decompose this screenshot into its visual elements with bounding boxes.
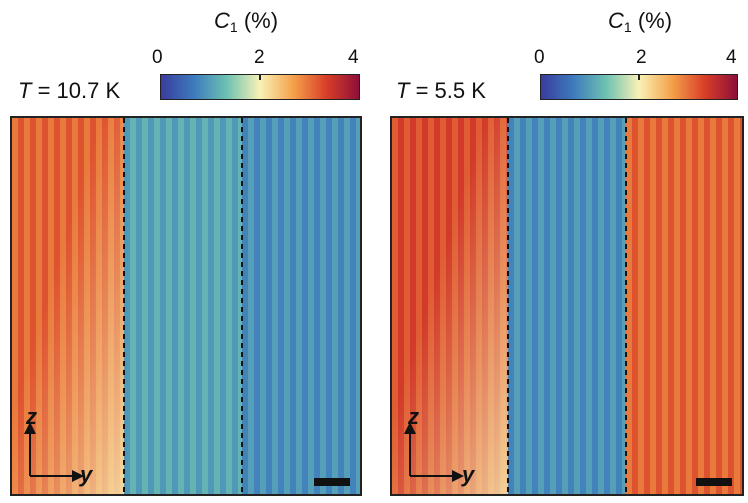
temperature-label: T = 10.7 K (18, 78, 121, 103)
axis-label-z: z (26, 404, 37, 429)
stripe (136, 118, 142, 494)
stripe (350, 118, 356, 494)
stripe (208, 118, 214, 494)
stripe (290, 118, 296, 494)
stripe (326, 118, 332, 494)
axis-label-y: y (462, 462, 475, 487)
stripe (302, 118, 308, 494)
stripe (556, 118, 562, 494)
z-arrowhead (404, 422, 416, 434)
colorbar-title: C1 (%) (214, 8, 279, 36)
stripe (626, 118, 632, 494)
axis-label-z: z (408, 404, 419, 429)
stripe (220, 118, 226, 494)
colorbar-title: C1 (%) (608, 8, 673, 36)
stripe (674, 118, 680, 494)
stripe (638, 118, 644, 494)
heatmap-image-left (10, 116, 362, 496)
z-arrowhead (24, 422, 36, 434)
colorbar-tick-mid: 2 (254, 47, 265, 68)
panel-left: C1 (%) 0 2 4 T = 10.7 K z y (10, 8, 362, 496)
stripe (278, 118, 284, 494)
temperature-label: T = 5.5 K (396, 78, 486, 103)
stripe (232, 118, 238, 494)
stripe (650, 118, 656, 494)
stripe (314, 118, 320, 494)
stripe (662, 118, 668, 494)
y-arrowhead (452, 470, 464, 482)
panel-right: C1 (%) 0 2 4 T = 5.5 K z y (374, 0, 748, 503)
stripe (734, 118, 740, 494)
stripe (172, 118, 178, 494)
stripe (544, 118, 550, 494)
stripe (710, 118, 716, 494)
intensity-wash (12, 118, 124, 494)
scale-bar (696, 478, 732, 486)
colorbar-tick-mid: 2 (636, 47, 647, 68)
stripe (160, 118, 166, 494)
stripe (532, 118, 538, 494)
stripe (196, 118, 202, 494)
colorbar (160, 74, 360, 100)
y-arrowhead (72, 470, 84, 482)
colorbar-tick-min: 0 (534, 47, 545, 68)
stripe (148, 118, 154, 494)
stripe (184, 118, 190, 494)
stripe (592, 118, 598, 494)
stripe (580, 118, 586, 494)
stripe (124, 118, 130, 494)
stripe (686, 118, 692, 494)
colorbar-tick-max: 4 (348, 47, 359, 68)
stripe (242, 118, 248, 494)
stripe (338, 118, 344, 494)
stripe (568, 118, 574, 494)
stripe (698, 118, 704, 494)
stripe (520, 118, 526, 494)
stripe (266, 118, 272, 494)
stripe (604, 118, 610, 494)
stripe (616, 118, 622, 494)
axis-label-y: y (80, 462, 93, 487)
heatmap-image-right (390, 116, 744, 496)
colorbar (540, 74, 738, 100)
stripe (722, 118, 728, 494)
colorbar-tick-min: 0 (152, 47, 163, 68)
stripe (254, 118, 260, 494)
colorbar-tick-max: 4 (726, 47, 737, 68)
scale-bar (314, 478, 350, 486)
stripe (508, 118, 514, 494)
